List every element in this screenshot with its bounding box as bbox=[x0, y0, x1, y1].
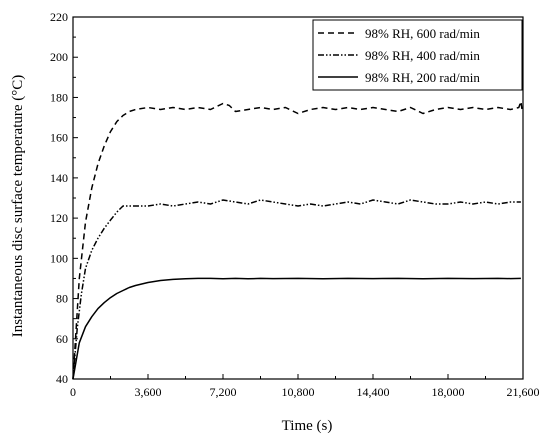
legend-box bbox=[312, 19, 523, 91]
legend-label: 98% RH, 200 rad/min bbox=[365, 70, 480, 85]
y-tick-label: 160 bbox=[50, 131, 68, 145]
x-tick-label: 10,800 bbox=[282, 385, 315, 399]
legend: 98% RH, 600 rad/min 98% RH, 400 rad/min 98… bbox=[312, 19, 523, 91]
y-tick-label: 100 bbox=[50, 251, 68, 265]
y-tick-label: 180 bbox=[50, 90, 68, 104]
legend-label: 98% RH, 600 rad/min bbox=[365, 26, 480, 41]
y-tick-label: 220 bbox=[50, 10, 68, 24]
series-line-3 bbox=[72, 277, 521, 380]
y-tick-label: 40 bbox=[56, 372, 68, 386]
y-tick-label: 120 bbox=[50, 211, 68, 225]
y-axis-label: Instantaneous disc surface temperature (… bbox=[10, 75, 26, 338]
x-tick-label: 3,600 bbox=[135, 385, 162, 399]
series-line-1 bbox=[72, 100, 523, 380]
x-tick-label: 18,000 bbox=[432, 385, 465, 399]
x-tick-label: 14,400 bbox=[357, 385, 390, 399]
ticks-layer: 0 3,600 7,200 10,800 14,400 18,000 21,600 40 60 8… bbox=[50, 10, 540, 399]
y-tick-label: 200 bbox=[50, 50, 68, 64]
y-tick-label: 60 bbox=[56, 332, 68, 346]
series-layer bbox=[72, 100, 523, 380]
x-tick-label: 7,200 bbox=[210, 385, 237, 399]
y-tick-label: 140 bbox=[50, 171, 68, 185]
x-tick-label: 21,600 bbox=[507, 385, 540, 399]
y-tick-label: 80 bbox=[56, 292, 68, 306]
series-line-2 bbox=[72, 199, 521, 380]
x-axis-label: Time (s) bbox=[282, 418, 333, 434]
x-tick-label: 0 bbox=[70, 385, 76, 399]
legend-label: 98% RH, 400 rad/min bbox=[365, 48, 480, 63]
